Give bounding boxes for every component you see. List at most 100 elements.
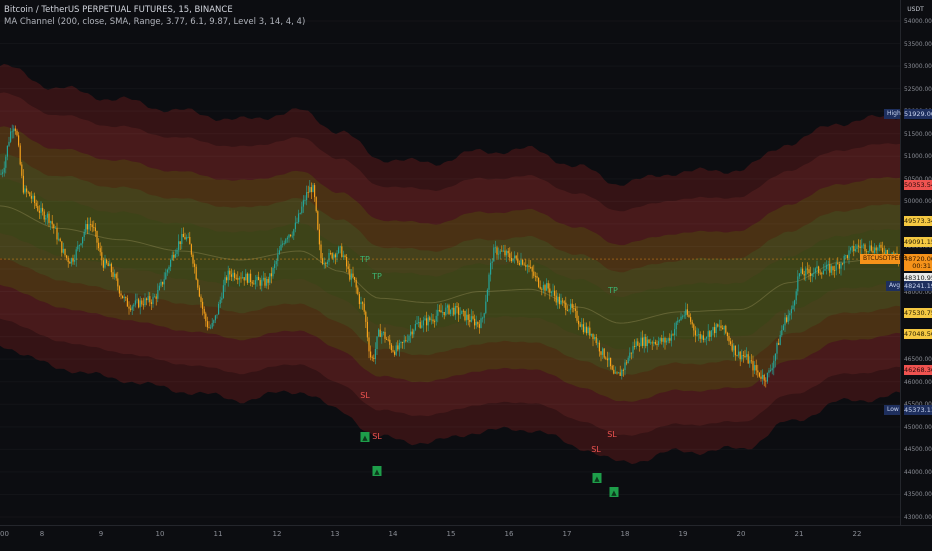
price-tick-label: 46000.00: [904, 377, 932, 386]
time-tick-label: 10: [155, 530, 165, 538]
time-tick-label: 22: [852, 530, 862, 538]
candle-body: [374, 349, 376, 359]
candle-body: [782, 325, 784, 330]
buy-signal-box: [609, 487, 619, 497]
candle-body: [619, 372, 621, 376]
candle-body: [317, 211, 319, 230]
candle-body: [112, 272, 114, 277]
buy-signal-box: [592, 473, 602, 483]
candle-body: [307, 192, 309, 193]
candle-body: [749, 360, 751, 364]
candle-body: [181, 234, 183, 244]
candle-body: [477, 322, 479, 325]
candle-body: [712, 327, 714, 331]
indicator-label[interactable]: MA Channel (200, close, SMA, Range, 3.77…: [4, 17, 306, 27]
currency-badge[interactable]: USDT: [907, 6, 924, 13]
time-axis[interactable]: 00 8 9 10 11 12 13 14 15 16 17 18 19 20 21 22: [0, 525, 932, 551]
price-axis[interactable]: 54000.0053500.0053000.0052500.0052000.00…: [900, 0, 932, 525]
time-tick-label: 14: [388, 530, 398, 538]
buy-arrow-icon: ▲: [594, 475, 600, 483]
candle-body: [190, 244, 192, 255]
candle-body: [13, 128, 15, 132]
candle-body: [602, 348, 604, 355]
candle-body: [643, 336, 645, 346]
candle-body: [115, 273, 117, 279]
candle-body: [546, 283, 548, 291]
candle-body: [512, 258, 514, 262]
candle-body: [792, 305, 794, 310]
candle-body: [158, 285, 160, 290]
candle-body: [626, 362, 628, 364]
candle-body: [466, 314, 468, 321]
candle-body: [357, 287, 359, 294]
candle-body: [21, 164, 23, 176]
candle-body: [853, 246, 855, 252]
time-tick-label: 15: [446, 530, 456, 538]
candle-body: [16, 130, 18, 136]
candle-body: [520, 259, 522, 265]
candle-body: [240, 277, 242, 279]
buy-arrow-icon: ▲: [362, 434, 368, 442]
candle-body: [475, 322, 477, 326]
candle-body: [224, 277, 226, 286]
candle-body: [827, 264, 829, 265]
candle-body: [355, 280, 357, 288]
symbol-title[interactable]: Bitcoin / TetherUS PERPETUAL FUTURES, 15…: [4, 5, 233, 15]
candle-body: [251, 281, 253, 284]
candle-body: [480, 318, 482, 328]
candle-body: [485, 301, 487, 314]
candle-body: [149, 296, 151, 303]
candle-body: [8, 141, 10, 146]
candle-body: [403, 340, 405, 343]
candle-body: [496, 247, 498, 255]
candle-body: [133, 304, 135, 307]
price-tick-label: 45500.00: [904, 400, 932, 408]
candle-body: [848, 250, 850, 259]
candle-body: [832, 266, 834, 271]
candle-body: [528, 265, 530, 267]
chart-canvas[interactable]: TP TP TP SL SL SL SL ▲ ▲ ▲ ▲: [0, 0, 900, 525]
candle-body: [661, 338, 663, 342]
candle-body: [179, 241, 181, 244]
candle-body: [86, 224, 88, 230]
candle-body: [702, 335, 704, 340]
candle-body: [166, 269, 168, 273]
buy-signal-marker: ▲: [360, 432, 370, 442]
candle-body: [419, 322, 421, 328]
candle-body: [214, 315, 216, 321]
candle-body: [360, 302, 362, 305]
candle-body: [875, 247, 877, 251]
candle-body: [202, 301, 204, 309]
countdown-tag: 00:31: [904, 261, 932, 272]
candle-body: [178, 241, 180, 250]
candle-body: [75, 249, 77, 260]
candle-body: [722, 327, 724, 330]
candle-body: [738, 351, 740, 356]
price-tick-label: 53000.00: [904, 62, 932, 71]
candle-body: [101, 252, 103, 261]
candle-body: [824, 269, 826, 271]
candle-body: [669, 338, 671, 341]
time-tick-label: 19: [678, 530, 688, 538]
candle-body: [627, 357, 629, 364]
candle-body: [154, 296, 156, 298]
candle-body: [666, 340, 668, 343]
candle-body: [637, 341, 639, 346]
candle-body: [621, 369, 623, 376]
candle-body: [362, 302, 364, 304]
candle-body: [72, 258, 74, 262]
candle-body: [10, 131, 12, 142]
candle-body: [762, 375, 764, 379]
candle-body: [678, 320, 680, 321]
candle-body: [877, 247, 879, 251]
avg-price-tag: 48241.19: [904, 280, 932, 291]
candle-body: [744, 355, 746, 357]
candle-body: [534, 275, 536, 277]
candle-body: [701, 335, 703, 339]
candle-body: [699, 334, 701, 339]
candle-body: [173, 255, 175, 258]
candle-body: [696, 334, 698, 336]
candle-body: [277, 254, 279, 261]
candle-body: [18, 135, 20, 146]
